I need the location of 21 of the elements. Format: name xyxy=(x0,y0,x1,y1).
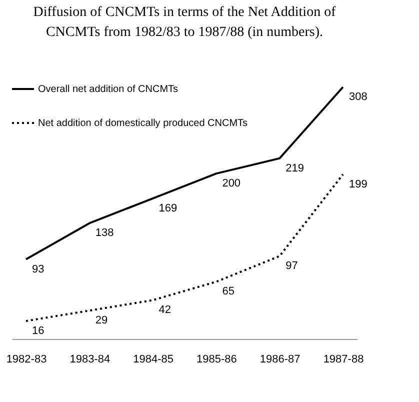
data-label: 169 xyxy=(158,202,178,214)
data-label: 93 xyxy=(32,263,44,276)
chart-title: Diffusion of CNCMTs in terms of the Net Addition of CNCMTs from 1982/83 to 1987/88 (in numbers). xyxy=(33,5,336,40)
x-tick-label: 1986-87 xyxy=(260,354,300,366)
data-label: 65 xyxy=(222,286,234,298)
legend-label: Net addition of domestically produced CNCMTs xyxy=(38,118,248,129)
x-tick-label: 1987-88 xyxy=(323,354,364,366)
data-label: 29 xyxy=(95,314,108,327)
x-tick-label: 1983-84 xyxy=(70,354,110,366)
legend-label: Overall net addition of CNCMTs xyxy=(38,84,178,95)
data-label: 219 xyxy=(286,162,304,174)
data-label: 199 xyxy=(349,178,368,190)
data-label: 16 xyxy=(32,325,44,337)
data-label: 308 xyxy=(349,91,368,103)
x-tick-label: 1985-86 xyxy=(196,354,237,366)
x-tick-label: 1984-85 xyxy=(133,354,174,366)
data-label: 200 xyxy=(222,178,241,190)
data-label: 138 xyxy=(95,227,114,240)
data-label: 97 xyxy=(286,260,298,272)
data-label: 42 xyxy=(158,304,172,316)
x-tick-label: 1982-83 xyxy=(6,354,47,366)
